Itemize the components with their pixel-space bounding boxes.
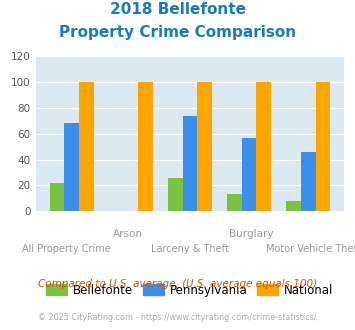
Text: © 2025 CityRating.com - https://www.cityrating.com/crime-statistics/: © 2025 CityRating.com - https://www.city… [38,313,317,322]
Bar [227,194,242,211]
Bar [64,123,79,211]
Text: Property Crime Comparison: Property Crime Comparison [59,25,296,40]
Text: Arson: Arson [113,229,143,239]
Bar [242,138,256,211]
Bar [301,152,316,211]
Bar [197,82,212,211]
Text: Motor Vehicle Theft: Motor Vehicle Theft [266,244,355,254]
Text: Larceny & Theft: Larceny & Theft [151,244,229,254]
Text: Burglary: Burglary [229,229,274,239]
Text: Compared to U.S. average. (U.S. average equals 100): Compared to U.S. average. (U.S. average … [38,279,317,289]
Bar [168,178,182,211]
Text: All Property Crime: All Property Crime [22,244,111,254]
Bar [182,115,197,211]
Bar [50,183,64,211]
Bar [138,82,153,211]
Bar [79,82,94,211]
Bar [256,82,271,211]
Bar [316,82,330,211]
Text: 2018 Bellefonte: 2018 Bellefonte [109,2,246,16]
Bar [286,201,301,211]
Legend: Bellefonte, Pennsylvania, National: Bellefonte, Pennsylvania, National [42,279,338,302]
